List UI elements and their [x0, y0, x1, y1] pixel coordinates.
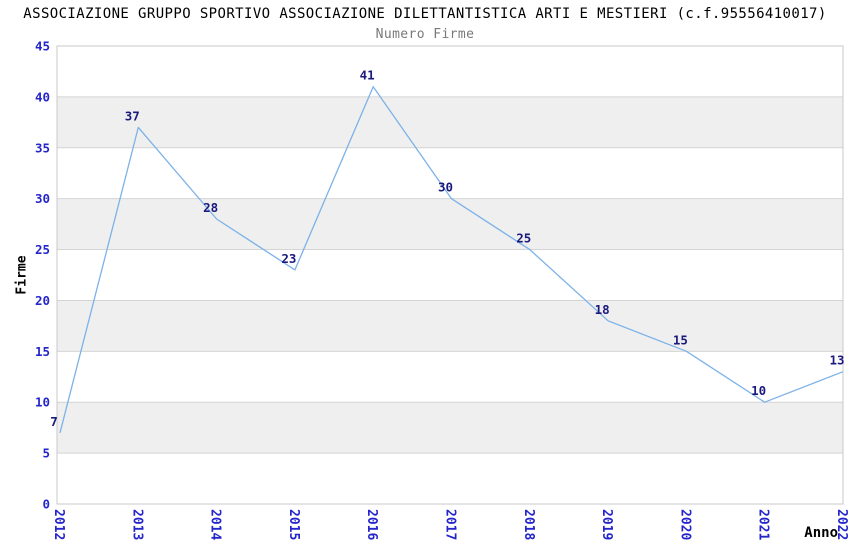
- y-tick-label: 15: [35, 344, 50, 359]
- plot-band: [57, 96, 843, 148]
- chart-title: ASSOCIAZIONE GRUPPO SPORTIVO ASSOCIAZION…: [23, 6, 827, 22]
- y-tick-label: 25: [35, 242, 50, 257]
- data-point-label: 25: [516, 231, 531, 246]
- series-line: [59, 86, 844, 433]
- data-point-label: 23: [281, 251, 296, 266]
- x-axis-title: Anno: [804, 525, 838, 541]
- x-tick-label: 2021: [756, 509, 771, 540]
- data-point-label: 7: [50, 414, 58, 429]
- data-point-label: 37: [125, 108, 140, 123]
- y-tick-label: 40: [35, 89, 50, 104]
- data-point-label: 15: [673, 332, 688, 347]
- y-tick-label: 0: [42, 497, 50, 512]
- y-tick-label: 30: [35, 191, 50, 206]
- x-tick-label: 2012: [51, 509, 66, 540]
- x-tick-label: 2017: [443, 509, 458, 540]
- x-tick-label: 2016: [364, 509, 379, 540]
- x-tick-label: 2015: [286, 509, 301, 540]
- plot-band: [57, 300, 843, 352]
- y-tick-label: 20: [35, 293, 50, 308]
- x-tick-label: 2013: [129, 509, 144, 540]
- data-point-label: 30: [438, 180, 453, 195]
- y-tick-label: 45: [35, 39, 50, 54]
- data-point-label: 10: [751, 383, 766, 398]
- x-tick-label: 2014: [208, 509, 223, 540]
- data-point-label: 41: [360, 68, 375, 83]
- plot-band: [57, 198, 843, 250]
- x-tick-label: 2020: [677, 509, 692, 540]
- data-point-label: 28: [203, 200, 218, 215]
- x-tick-label: 2018: [521, 509, 536, 540]
- data-point-label: 18: [595, 302, 610, 317]
- x-tick-label: 2019: [599, 509, 614, 540]
- x-tick-label: 2022: [834, 509, 849, 540]
- y-tick-label: 35: [35, 140, 50, 155]
- plot-band: [57, 402, 843, 454]
- data-point-label: 13: [829, 353, 844, 368]
- plot-border: [56, 45, 844, 505]
- chart-subtitle: Numero Firme: [375, 27, 475, 42]
- y-tick-label: 5: [42, 446, 50, 461]
- y-tick-label: 10: [35, 395, 50, 410]
